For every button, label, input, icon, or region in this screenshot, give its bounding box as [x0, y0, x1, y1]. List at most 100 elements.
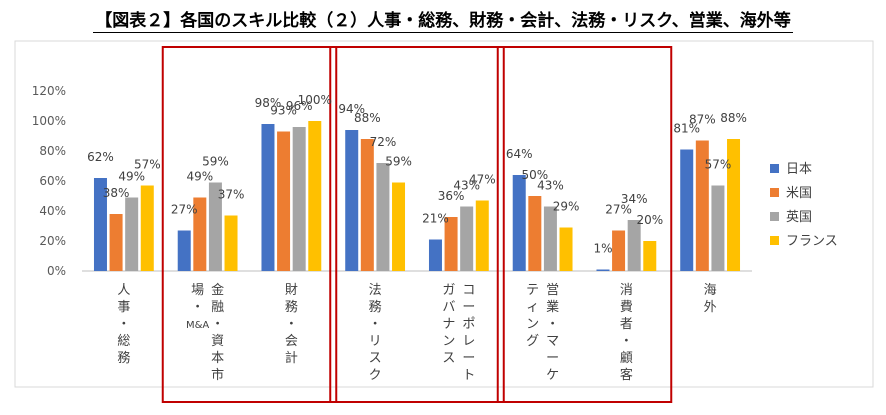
bar: [680, 149, 694, 271]
legend-label: 米国: [786, 186, 812, 201]
data-label: 59%: [385, 155, 412, 169]
bar: [711, 185, 725, 271]
data-label: 49%: [186, 170, 213, 184]
data-label: 88%: [720, 111, 747, 125]
data-label: 43%: [453, 179, 480, 193]
highlight-box: [329, 46, 505, 403]
data-label: 59%: [202, 155, 229, 169]
data-label: 98%: [255, 96, 282, 110]
bar: [612, 230, 626, 271]
bar: [727, 139, 741, 271]
bar: [208, 182, 222, 271]
legend-swatch: [770, 188, 779, 197]
data-label: 93%: [270, 104, 297, 118]
x-tick-label: 海外: [704, 283, 717, 315]
bar: [512, 175, 526, 271]
bar: [543, 206, 557, 271]
bar: [376, 163, 390, 271]
data-label: 96%: [286, 99, 313, 113]
x-tick-label: 営業・マーケ: [546, 283, 559, 383]
bar: [224, 215, 238, 271]
axes-group: 0% 20% 40% 60% 80% 100% 120%: [32, 84, 752, 278]
x-tick-label: 法務・リスク: [369, 283, 382, 383]
legend-swatch: [770, 164, 779, 173]
bar: [345, 130, 359, 271]
data-label: 94%: [338, 102, 365, 116]
data-label: 27%: [605, 203, 632, 217]
legend-label: フランス: [786, 234, 838, 249]
data-label: 47%: [469, 173, 496, 187]
bar: [460, 206, 474, 271]
data-label: 50%: [521, 168, 548, 182]
data-label: 43%: [537, 179, 564, 193]
bar: [428, 239, 442, 271]
bar: [109, 214, 123, 271]
x-tick-label: ティング: [526, 283, 539, 349]
bar: [308, 121, 322, 271]
legend-swatch: [770, 236, 779, 245]
chart-title: 【図表２】各国のスキル比較（２）人事・総務、財務・会計、法務・リスク、営業、海外…: [93, 11, 793, 33]
bar: [125, 197, 139, 271]
x-tick-label: ガバナンス: [442, 283, 455, 366]
y-tick-label: 80%: [39, 144, 66, 158]
y-tick-label: 60%: [39, 174, 66, 188]
bar: [193, 197, 207, 271]
data-label: 62%: [87, 150, 114, 164]
value-labels-group: 62% 27% 98% 94% 21% 64% 1% 81% 38% 49% 93% 88% 36% 50…: [87, 93, 747, 256]
data-label: 29%: [553, 200, 580, 214]
x-tick-label: 場・ M&A: [186, 283, 209, 331]
data-label: 72%: [370, 135, 397, 149]
data-label: 21%: [422, 212, 449, 226]
data-label: 57%: [705, 158, 732, 172]
bar: [596, 269, 610, 271]
y-tick-label: 40%: [39, 204, 66, 218]
x-tick-label: コーポレート: [462, 283, 475, 383]
bar: [475, 200, 489, 271]
highlight-box: [496, 46, 673, 403]
data-label: 34%: [621, 192, 648, 206]
legend-swatch: [770, 212, 779, 221]
data-label: 81%: [673, 122, 700, 136]
data-label: 27%: [171, 203, 198, 217]
x-tick-label: 金融・資本市: [211, 282, 224, 383]
bar: [643, 241, 657, 271]
x-tick-label: 財務・会計: [285, 283, 298, 366]
data-label: 49%: [118, 170, 145, 184]
bar: [140, 185, 154, 271]
data-label: 37%: [218, 188, 245, 202]
bar: [392, 182, 406, 271]
x-tick-label: 消費者・顧客: [620, 283, 633, 383]
data-label: 38%: [103, 186, 130, 200]
legend-label: 日本: [786, 162, 812, 177]
bar: [360, 139, 374, 271]
data-label: 88%: [354, 111, 381, 125]
bar: [627, 220, 641, 271]
bar: [93, 178, 107, 271]
y-tick-label: 20%: [39, 234, 66, 248]
data-label: 100%: [298, 93, 332, 107]
bar: [277, 131, 291, 271]
legend-label: 英国: [786, 210, 812, 225]
bar: [177, 230, 191, 271]
bar: [559, 227, 573, 271]
y-tick-label: 0%: [47, 264, 66, 278]
x-tick-label: 人事・総務: [117, 283, 130, 366]
highlight-box: [161, 46, 338, 403]
data-label: 20%: [636, 213, 663, 227]
bar: [261, 124, 275, 271]
y-tick-label: 100%: [32, 114, 66, 128]
bar: [444, 217, 458, 271]
data-label: 64%: [506, 147, 533, 161]
y-tick-label: 120%: [32, 84, 66, 98]
data-label: 57%: [134, 158, 161, 172]
data-label: 1%: [593, 242, 612, 256]
data-label: 87%: [689, 113, 716, 127]
bar: [528, 196, 542, 271]
bar: [695, 140, 709, 271]
data-label: 36%: [438, 189, 465, 203]
bar: [292, 127, 306, 271]
highlight-boxes: [161, 46, 673, 403]
